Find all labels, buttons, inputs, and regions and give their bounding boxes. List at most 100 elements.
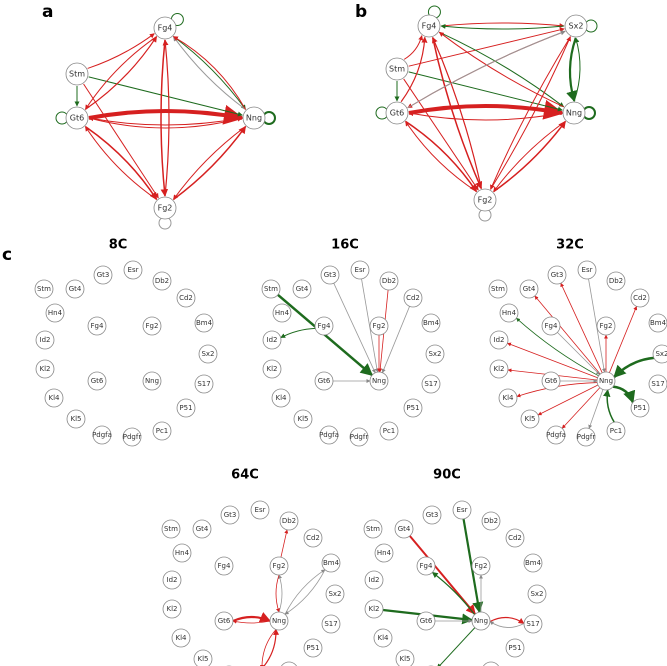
node-label: Nng [474, 617, 488, 625]
node-label: Bm4 [525, 559, 542, 567]
node-label: Bm4 [196, 319, 213, 327]
node [172, 543, 192, 563]
node-label: P51 [406, 404, 419, 412]
node-label: Gt4 [523, 285, 536, 293]
node-label: Kl5 [298, 415, 309, 423]
edge [438, 31, 564, 108]
node [269, 611, 289, 631]
node [220, 505, 240, 525]
node-label: Stm [37, 285, 51, 293]
node [577, 260, 597, 280]
node-label: Pdgfa [546, 431, 566, 439]
edge [537, 384, 599, 416]
edge [173, 126, 246, 200]
node-label: Fg4 [91, 322, 104, 330]
node [471, 556, 491, 576]
edge [403, 35, 424, 60]
node [630, 288, 650, 308]
edge [431, 37, 483, 190]
node-label: Esr [355, 266, 366, 274]
node-label: Cd2 [508, 534, 522, 542]
node [44, 388, 64, 408]
edge [280, 529, 289, 558]
node-label: Gt3 [324, 271, 337, 279]
node [194, 374, 214, 394]
node [162, 599, 182, 619]
node-label: S17 [324, 620, 337, 628]
edge [173, 36, 246, 110]
node-label: Gt6 [545, 377, 558, 385]
edge [160, 39, 169, 197]
edges [55, 5, 655, 666]
node-label: Sx2 [201, 350, 214, 358]
edge [609, 305, 638, 373]
node-label: Nng [246, 114, 262, 123]
node [325, 584, 345, 604]
node [374, 543, 394, 563]
node-label: Gt3 [224, 511, 237, 519]
node-label: Id2 [267, 336, 278, 344]
node-label: Kl2 [167, 605, 178, 613]
node [481, 511, 501, 531]
node [279, 511, 299, 531]
edge [232, 612, 272, 623]
node-label: Fg4 [422, 22, 437, 31]
edge [85, 36, 158, 110]
node-label: Fg2 [475, 562, 488, 570]
node-label: Pdgfa [92, 431, 112, 439]
edge [407, 30, 566, 109]
node-label: Gt6 [420, 617, 433, 625]
edge [172, 125, 247, 201]
node [541, 316, 561, 336]
node [194, 313, 214, 333]
node [34, 279, 54, 299]
edge [439, 31, 565, 108]
edge [560, 282, 603, 373]
node-label: Kl4 [378, 634, 390, 642]
node [416, 556, 436, 576]
node-label: Sx2 [328, 590, 341, 598]
node [596, 316, 616, 336]
node [45, 303, 65, 323]
node [314, 316, 334, 336]
node-label: Cd2 [306, 534, 320, 542]
node-label: Esr [582, 266, 593, 274]
node-label: Bm4 [323, 559, 340, 567]
node-label: Db2 [282, 517, 296, 525]
node [369, 371, 389, 391]
node [93, 265, 113, 285]
node-label: Stm [491, 285, 505, 293]
edge [561, 387, 601, 429]
node [421, 313, 441, 333]
edge [489, 621, 525, 628]
node [65, 62, 89, 86]
network-title: 32C [556, 238, 584, 253]
edge [263, 628, 280, 666]
node [176, 398, 196, 418]
edge [436, 627, 476, 666]
edge [333, 283, 376, 374]
node-label: Cd2 [406, 294, 420, 302]
node [523, 553, 543, 573]
node [350, 260, 370, 280]
node-label: Cd2 [633, 294, 647, 302]
edge [280, 327, 316, 339]
edge [440, 23, 565, 30]
node [162, 570, 182, 590]
node [214, 611, 234, 631]
edge [381, 306, 410, 374]
edge [405, 121, 477, 192]
node [547, 265, 567, 285]
edge [516, 317, 599, 377]
node [564, 14, 588, 38]
node-label: Cd2 [179, 294, 193, 302]
panel-label: c [2, 245, 12, 265]
node-label: Nng [145, 377, 159, 385]
node-label: P51 [508, 644, 521, 652]
node [498, 388, 518, 408]
edge [493, 120, 567, 193]
edge [462, 518, 484, 614]
node-label: Db2 [609, 277, 623, 285]
edge [84, 125, 158, 201]
node-label: Fg2 [373, 322, 386, 330]
